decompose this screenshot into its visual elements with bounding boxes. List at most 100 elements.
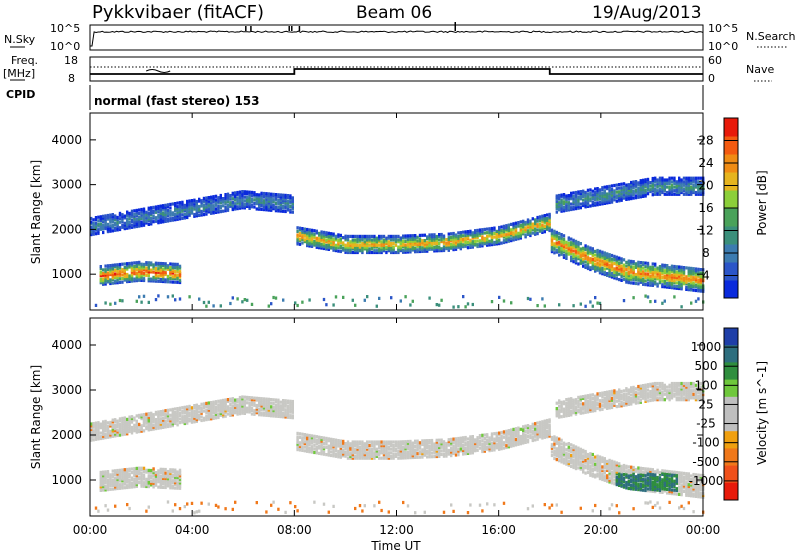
power-cell (368, 247, 371, 251)
power-cell (608, 265, 611, 269)
velocity-cell (478, 435, 482, 439)
power-cell (162, 207, 165, 211)
velocity-cell (385, 444, 388, 448)
velocity-cell (118, 417, 122, 421)
power-cell (342, 236, 345, 240)
power-cell (613, 192, 616, 197)
velocity-cell (212, 406, 215, 410)
power-cell (670, 280, 674, 284)
velocity-cell (363, 504, 366, 508)
power-cell (373, 234, 376, 238)
power-cell (608, 271, 611, 275)
power-cell (548, 221, 551, 225)
velocity-cell (178, 412, 182, 416)
velocity-cell (289, 406, 292, 411)
power-cell (250, 302, 254, 306)
power-cell (567, 204, 570, 208)
power-cell (562, 207, 566, 211)
velocity-cell (286, 415, 290, 419)
velocity-cell (450, 446, 453, 450)
velocity-cell (106, 433, 110, 437)
velocity-cell (464, 452, 467, 456)
power-cell (579, 242, 582, 246)
power-cell (186, 214, 189, 218)
power-cell (133, 270, 136, 274)
power-cell (493, 242, 496, 246)
velocity-cell (99, 487, 102, 491)
power-cell (466, 231, 470, 235)
power-cell (169, 280, 172, 284)
power-cell (685, 183, 688, 187)
velocity-cell (406, 456, 410, 460)
power-cell (512, 222, 515, 226)
power-cell (666, 265, 669, 269)
power-cell (603, 264, 606, 268)
power-cell (646, 283, 650, 287)
power-cell (183, 212, 186, 216)
velocity-cell (178, 468, 182, 472)
velocity-cell (344, 454, 347, 458)
power-cell (606, 187, 609, 191)
power-cell (642, 180, 645, 184)
velocity-cell (246, 401, 249, 405)
power-cell (618, 278, 621, 282)
power-cell (598, 255, 602, 259)
power-cell (272, 198, 275, 202)
power-cell (109, 217, 112, 221)
power-cell (627, 190, 630, 194)
power-cell (615, 190, 618, 194)
velocity-cell (406, 452, 410, 456)
power-cell (423, 244, 426, 248)
power-cell (598, 200, 602, 204)
power-cell (567, 243, 570, 247)
velocity-cell (97, 430, 100, 434)
power-cell (682, 278, 686, 282)
power-cell (126, 267, 129, 271)
power-cell (598, 197, 602, 201)
power-cell (428, 235, 431, 239)
power-cell (140, 224, 143, 228)
velocity-cell (330, 446, 333, 450)
power-cell (565, 205, 568, 209)
velocity-cell (277, 411, 280, 415)
power-cell (678, 270, 681, 274)
velocity-cell (267, 399, 270, 403)
power-cell (248, 197, 251, 201)
velocity-cell (90, 438, 93, 442)
velocity-cell (318, 439, 321, 443)
power-cell (378, 243, 381, 247)
power-cell (639, 268, 642, 272)
velocity-cell (145, 477, 148, 481)
velocity-cell (229, 399, 232, 403)
power-cell (586, 257, 590, 262)
power-cell (591, 263, 594, 267)
velocity-cell (310, 439, 314, 443)
power-cell (181, 209, 184, 213)
power-cell (438, 234, 441, 238)
power-cell (118, 273, 122, 277)
power-cell (682, 276, 686, 280)
power-cell (366, 247, 369, 251)
power-cell (510, 228, 513, 232)
velocity-cell (164, 475, 167, 479)
velocity-cell (390, 451, 393, 455)
power-cell (462, 234, 465, 238)
power-cell (505, 233, 508, 237)
velocity-cell (471, 451, 474, 455)
velocity-cell (320, 441, 323, 445)
power-cell (174, 218, 177, 222)
velocity-cell (298, 435, 302, 439)
power-cell (524, 222, 527, 226)
velocity-cell (234, 411, 237, 415)
power-cell (603, 185, 606, 189)
velocity-cell (385, 454, 388, 458)
velocity-cell (267, 397, 270, 401)
velocity-cell (97, 433, 100, 437)
velocity-cell (104, 481, 107, 485)
power-cell (375, 240, 378, 244)
velocity-cell (142, 420, 146, 424)
velocity-cell (186, 407, 189, 411)
power-cell (582, 246, 585, 250)
power-cell (92, 225, 95, 229)
power-cell (90, 229, 93, 233)
